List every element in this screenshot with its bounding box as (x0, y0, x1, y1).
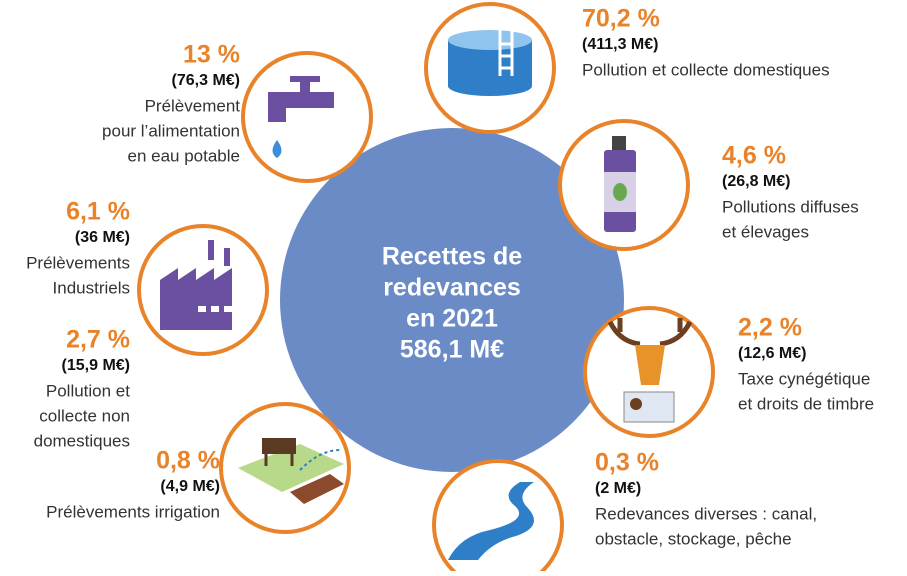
description-line: Redevances diverses : canal, (595, 504, 817, 523)
amount: (15,9 M€) (62, 357, 130, 374)
percent: 2,7 % (66, 326, 130, 354)
description-line: Prélèvements (26, 253, 130, 272)
center-title-line: en 2021 (406, 305, 498, 333)
description-line: Prélèvement (145, 96, 241, 115)
amount: (4,9 M€) (160, 478, 220, 495)
center-title-line: Recettes de (382, 243, 522, 271)
spray-icon (604, 136, 636, 232)
amount: (2 M€) (595, 480, 641, 497)
description-line: Industriels (53, 278, 130, 297)
center-title-line: redevances (383, 274, 521, 302)
description-line: obstacle, stockage, pêche (595, 529, 792, 548)
description-line: en eau potable (128, 146, 241, 165)
description-line: Pollution et (46, 381, 130, 400)
percent: 4,6 % (722, 142, 786, 170)
icon-ring (243, 53, 371, 181)
amount: (36 M€) (75, 229, 130, 246)
pool-icon (448, 30, 532, 96)
percent: 2,2 % (738, 314, 802, 342)
description-line: et droits de timbre (738, 394, 874, 413)
amount: (26,8 M€) (722, 173, 790, 190)
description-line: et élevages (722, 222, 809, 241)
description-line: pour l’alimentation (102, 121, 240, 140)
description-line: Pollutions diffuses (722, 197, 859, 216)
amount: (76,3 M€) (172, 72, 240, 89)
infographic: Recettes de redevances en 2021 586,1 M€ 13 %… (0, 0, 907, 571)
description-line: Taxe cynégétique (738, 369, 870, 388)
percent: 0,8 % (156, 447, 220, 475)
description-line: domestiques (34, 431, 130, 450)
page: {"center": {"lines": ["Recettes de", "re… (0, 0, 907, 571)
amount: (12,6 M€) (738, 345, 806, 362)
description-line: Pollution et collecte domestiques (582, 60, 830, 79)
percent: 6,1 % (66, 198, 130, 226)
amount: (411,3 M€) (582, 36, 658, 53)
center-title-line: 586,1 M€ (400, 336, 504, 364)
percent: 0,3 % (595, 449, 659, 477)
percent: 13 % (183, 41, 240, 69)
description-line: collecte non (39, 406, 130, 425)
percent: 70,2 % (582, 5, 660, 33)
description-line: Prélèvements irrigation (46, 502, 220, 521)
